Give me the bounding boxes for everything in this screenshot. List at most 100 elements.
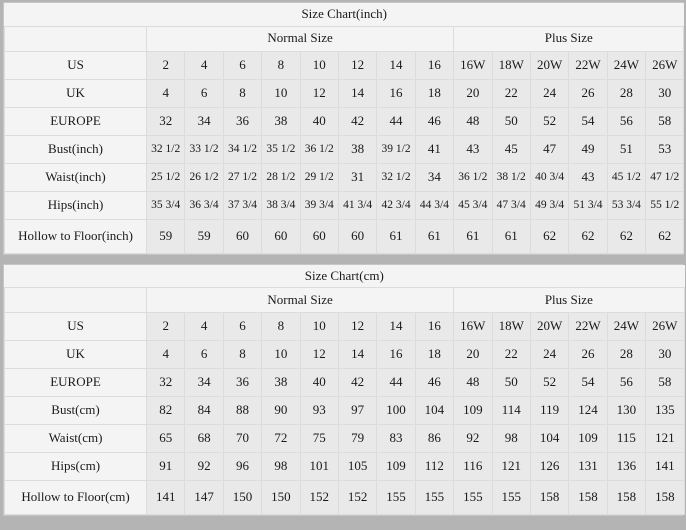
table-cell: 47 3/4 (491, 190, 531, 220)
table-cell: 2 (145, 312, 186, 341)
table-cell: 119 (529, 396, 570, 425)
table-cell: 155 (376, 480, 416, 515)
table-cell: 51 (606, 134, 647, 164)
table-cell: 36 1/2 (299, 134, 339, 164)
table-cell: 61 (453, 218, 493, 254)
table-cell: 39 1/2 (376, 134, 416, 164)
row-label: EUROPE (4, 106, 147, 136)
table-cell: 70 (222, 424, 263, 453)
table-cell: 20 (453, 78, 493, 108)
table-cell: 48 (453, 106, 493, 136)
row-label: Hollow to Floor(inch) (4, 218, 147, 254)
row-label: Hips(cm) (4, 452, 147, 481)
table-cell: 96 (222, 452, 263, 481)
size-chart-block: Size Chart(cm) Normal Size Plus Size US 2 4 6 8… (3, 263, 685, 516)
row-label: Hips(inch) (4, 190, 147, 220)
table-cell: 55 1/2 (645, 190, 685, 220)
row-label: Bust(cm) (4, 396, 147, 425)
row-label: US (4, 50, 147, 80)
table-cell: 31 (337, 162, 378, 192)
table-cell: 16 (376, 340, 416, 369)
table-cell: 41 (414, 134, 455, 164)
table-cell: 59 (184, 218, 224, 254)
table-cell: 155 (491, 480, 531, 515)
table-cell: 42 (337, 106, 378, 136)
table-cell: 46 (414, 106, 455, 136)
table-cell: 39 3/4 (299, 190, 339, 220)
row-label: Hollow to Floor(cm) (4, 480, 147, 515)
table-cell: 16 (376, 78, 416, 108)
row-label: EUROPE (4, 368, 147, 397)
table-cell: 98 (261, 452, 301, 481)
table-cell: 130 (606, 396, 647, 425)
table-cell: 93 (299, 396, 339, 425)
table-cell: 109 (453, 396, 493, 425)
table-cell: 84 (184, 396, 224, 425)
table-cell: 44 (376, 368, 416, 397)
table-cell: 98 (491, 424, 531, 453)
table-cell: 62 (606, 218, 647, 254)
table-cell: 30 (645, 78, 685, 108)
table-cell: 18 (414, 340, 455, 369)
table-cell: 112 (414, 452, 455, 481)
group-header-corner (4, 25, 147, 52)
table-cell: 4 (184, 312, 224, 341)
table-row: Waist(inch) 25 1/2 26 1/2 27 1/2 28 1/2 29 1/… (4, 162, 685, 192)
table-cell: 46 (414, 368, 455, 397)
table-cell: 126 (529, 452, 570, 481)
table-cell: 10 (299, 50, 339, 80)
table-cell: 14 (376, 50, 416, 80)
table-cell: 8 (222, 78, 263, 108)
table-row: Hollow to Floor(cm) 141 147 150 150 152 152 155… (4, 480, 685, 515)
table-cell: 38 (261, 368, 301, 397)
table-cell: 40 (299, 106, 339, 136)
table-cell: 29 1/2 (299, 162, 339, 192)
table-cell: 18W (491, 312, 531, 341)
group-header-row: Normal Size Plus Size (4, 287, 685, 313)
table-cell: 109 (568, 424, 608, 453)
group-header-label: Normal Size (145, 25, 455, 52)
table-cell: 152 (299, 480, 339, 515)
table-cell: 42 (337, 368, 378, 397)
group-header-corner (4, 287, 147, 313)
table-cell: 41 3/4 (337, 190, 378, 220)
table-cell: 8 (222, 340, 263, 369)
size-chart-table: Size Chart(inch) Normal Size Plus Size US 2 4… (4, 3, 685, 254)
table-cell: 4 (184, 50, 224, 80)
table-cell: 104 (529, 424, 570, 453)
table-cell: 22W (568, 312, 608, 341)
table-cell: 14 (337, 340, 378, 369)
table-cell: 92 (453, 424, 493, 453)
table-cell: 42 3/4 (376, 190, 416, 220)
table-cell: 44 (376, 106, 416, 136)
table-cell: 50 (491, 106, 531, 136)
table-cell: 40 3/4 (529, 162, 570, 192)
table-cell: 72 (261, 424, 301, 453)
table-cell: 150 (261, 480, 301, 515)
table-cell: 45 1/2 (606, 162, 647, 192)
table-cell: 152 (337, 480, 378, 515)
table-cell: 32 1/2 (145, 134, 186, 164)
row-label: Waist(cm) (4, 424, 147, 453)
table-cell: 104 (414, 396, 455, 425)
table-cell: 109 (376, 452, 416, 481)
table-cell: 49 3/4 (529, 190, 570, 220)
table-cell: 6 (184, 78, 224, 108)
chart-title: Size Chart(cm) (4, 264, 685, 288)
row-label: UK (4, 340, 147, 369)
table-row: Bust(cm) 82 84 88 90 93 97 100 104 109 114 119 124 13… (4, 396, 685, 425)
table-cell: 10 (261, 78, 301, 108)
table-cell: 28 (606, 340, 647, 369)
table-row: Hips(inch) 35 3/4 36 3/4 37 3/4 38 3/4 39 3/4… (4, 190, 685, 220)
table-cell: 4 (145, 78, 186, 108)
table-cell: 56 (606, 368, 647, 397)
table-cell: 155 (453, 480, 493, 515)
table-cell: 16 (414, 312, 455, 341)
group-header-label: Normal Size (145, 287, 455, 313)
table-cell: 22 (491, 78, 531, 108)
table-cell: 86 (414, 424, 455, 453)
table-cell: 24W (606, 312, 647, 341)
table-cell: 136 (606, 452, 647, 481)
table-cell: 147 (184, 480, 224, 515)
table-cell: 26W (645, 312, 685, 341)
